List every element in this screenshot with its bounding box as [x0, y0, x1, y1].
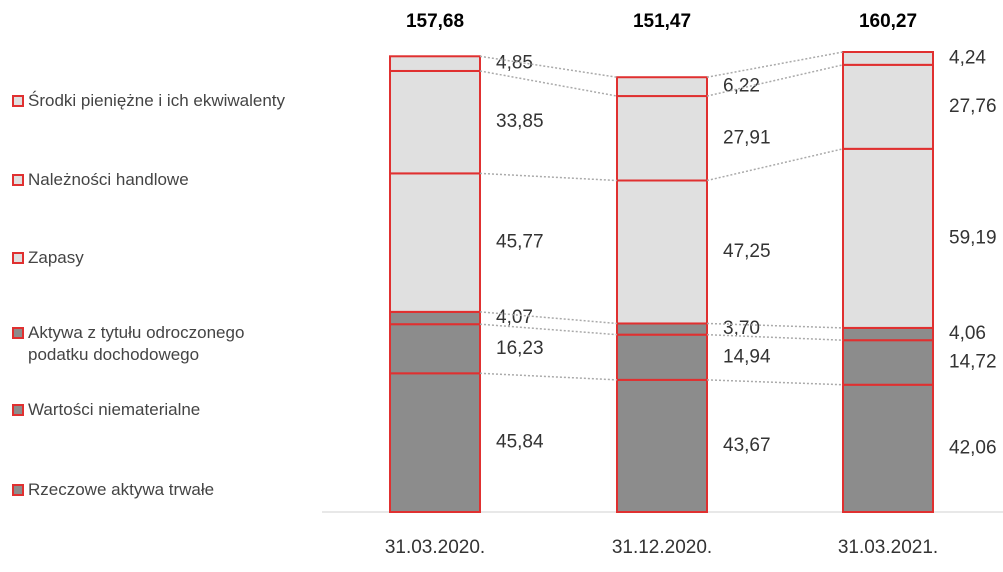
- legend-item: Należności handlowe: [12, 169, 312, 191]
- legend-item: Zapasy: [12, 247, 312, 269]
- value-label: 59,19: [949, 227, 997, 248]
- bar-segment: [616, 322, 708, 336]
- total-label: 157,68: [406, 11, 464, 32]
- legend-label: Aktywa z tytułu odroczonego podatku doch…: [28, 323, 245, 364]
- total-label: 151,47: [633, 11, 691, 32]
- value-label: 33,85: [496, 111, 544, 132]
- bar-segment: [616, 95, 708, 182]
- value-label: 3,70: [723, 318, 760, 339]
- legend-marker: [12, 174, 24, 186]
- value-label: 27,76: [949, 96, 997, 117]
- value-label: 27,91: [723, 127, 771, 148]
- connector: [706, 148, 844, 182]
- legend-label: Wartości niematerialne: [28, 400, 201, 419]
- legend-marker: [12, 484, 24, 496]
- value-label: 45,84: [496, 432, 544, 453]
- value-label: 4,06: [949, 323, 986, 344]
- connector: [479, 311, 618, 325]
- legend-label: Zapasy: [28, 248, 84, 267]
- value-label: 16,23: [496, 338, 544, 359]
- value-label: 4,07: [496, 307, 533, 328]
- legend-marker: [12, 95, 24, 107]
- bar-segment: [842, 147, 934, 329]
- connector: [479, 323, 618, 336]
- bar-segment: [389, 172, 481, 313]
- bar-segment: [389, 372, 481, 513]
- legend-label: Środki pieniężne i ich ekwiwalenty: [28, 91, 286, 110]
- bar-segment: [389, 69, 481, 175]
- connector: [479, 55, 618, 78]
- bar-segment: [389, 310, 481, 326]
- legend-marker: [12, 404, 24, 416]
- bar-segment: [842, 51, 934, 66]
- value-label: 42,06: [949, 437, 997, 458]
- connector: [479, 70, 618, 97]
- legend-label: Rzeczowe aktywa trwałe: [28, 480, 215, 499]
- value-label: 14,94: [723, 346, 771, 367]
- legend-item: Aktywa z tytułu odroczonego podatku doch…: [12, 322, 312, 366]
- legend-label: Należności handlowe: [28, 170, 189, 189]
- value-label: 43,67: [723, 435, 771, 456]
- legend-item: Wartości niematerialne: [12, 399, 312, 421]
- connector: [706, 379, 844, 386]
- value-label: 45,77: [496, 232, 544, 253]
- value-label: 6,22: [723, 76, 760, 97]
- connector: [706, 64, 844, 97]
- bar-segment: [842, 383, 934, 514]
- bar-segment: [616, 378, 708, 514]
- legend-marker: [12, 327, 24, 339]
- x-tick-label: 31.03.2021.: [838, 537, 938, 558]
- value-label: 4,24: [949, 47, 986, 68]
- bar-segment: [616, 333, 708, 381]
- x-tick-label: 31.03.2020.: [385, 537, 485, 558]
- connector: [706, 333, 844, 341]
- connector: [479, 372, 618, 381]
- legend-item: Środki pieniężne i ich ekwiwalenty: [12, 90, 312, 112]
- bar-segment: [616, 76, 708, 98]
- bar-segment: [389, 323, 481, 375]
- connector: [706, 51, 844, 78]
- value-label: 14,72: [949, 351, 997, 372]
- connector: [706, 322, 844, 329]
- value-label: 4,85: [496, 53, 533, 74]
- x-tick-label: 31.12.2020.: [612, 537, 712, 558]
- bar-segment: [842, 339, 934, 386]
- legend-marker: [12, 252, 24, 264]
- legend-item: Rzeczowe aktywa trwałe: [12, 479, 312, 501]
- bar-segment: [842, 63, 934, 150]
- connector: [479, 172, 618, 182]
- bar-segment: [616, 179, 708, 325]
- value-label: 47,25: [723, 241, 771, 262]
- total-label: 160,27: [859, 11, 917, 32]
- bar-segment: [842, 326, 934, 342]
- bar-segment: [389, 55, 481, 72]
